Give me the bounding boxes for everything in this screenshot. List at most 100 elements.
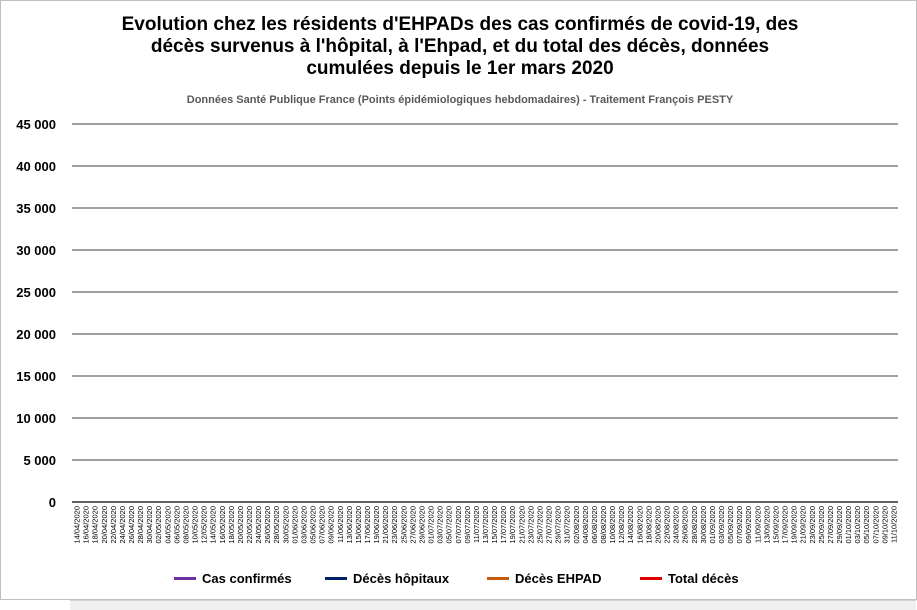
x-tick-label: 11/10/2020 (889, 506, 898, 543)
x-tick-label: 29/07/2020 (554, 506, 563, 544)
y-tick-label: 30 000 (16, 243, 56, 258)
y-tick-label: 45 000 (16, 117, 56, 132)
x-tick-label: 25/07/2020 (535, 506, 544, 544)
x-tick-label: 03/07/2020 (436, 506, 445, 544)
x-tick-label: 10/05/2020 (191, 506, 200, 544)
x-tick-label: 25/06/2020 (399, 506, 408, 544)
x-tick-label: 08/05/2020 (181, 506, 190, 544)
x-tick-label: 25/09/2020 (817, 506, 826, 544)
x-tick-label: 09/07/2020 (463, 506, 472, 544)
x-tick-label: 11/07/2020 (472, 506, 481, 543)
x-tick-label: 13/09/2020 (762, 506, 771, 544)
x-tick-label: 07/09/2020 (735, 506, 744, 544)
x-tick-label: 21/09/2020 (799, 506, 808, 544)
worksheet-bottom-strip (70, 600, 916, 610)
y-tick-label: 25 000 (16, 285, 56, 300)
x-tick-label: 28/08/2020 (690, 506, 699, 544)
x-tick-label: 03/09/2020 (717, 506, 726, 544)
x-tick-label: 09/09/2020 (744, 506, 753, 544)
x-tick-label: 01/06/2020 (290, 506, 299, 544)
x-tick-label: 27/06/2020 (408, 506, 417, 544)
chart-title-line-1: Evolution chez les résidents d'EHPADs de… (121, 14, 799, 35)
x-tick-label: 11/06/2020 (336, 506, 345, 543)
x-tick-label: 20/05/2020 (236, 506, 245, 544)
x-tick-label: 02/05/2020 (154, 506, 163, 544)
x-tick-label: 06/05/2020 (172, 506, 181, 544)
x-tick-label: 10/08/2020 (608, 506, 617, 544)
x-tick-label: 19/07/2020 (508, 506, 517, 544)
x-tick-label: 24/05/2020 (254, 506, 263, 544)
legend-item: Total décès (640, 569, 739, 587)
legend-label: Total décès (668, 570, 739, 586)
legend-item: Décès hôpitaux (325, 569, 449, 587)
x-tick-label: 01/09/2020 (708, 506, 717, 544)
y-tick-label: 40 000 (16, 159, 56, 174)
x-tick-label: 27/07/2020 (545, 506, 554, 544)
x-tick-label: 16/04/2020 (82, 506, 91, 544)
x-tick-label: 18/05/2020 (227, 506, 236, 544)
x-tick-label: 05/10/2020 (862, 506, 871, 544)
x-tick-label: 20/04/2020 (100, 506, 109, 544)
x-tick-label: 18/04/2020 (91, 506, 100, 544)
x-tick-label: 14/08/2020 (626, 506, 635, 544)
x-tick-label: 05/07/2020 (445, 506, 454, 544)
x-tick-label: 11/09/2020 (753, 506, 762, 543)
x-tick-label: 15/07/2020 (490, 506, 499, 544)
x-tick-label: 28/04/2020 (136, 506, 145, 544)
x-tick-label: 30/08/2020 (699, 506, 708, 544)
x-tick-label: 14/05/2020 (209, 506, 218, 544)
x-tick-label: 26/05/2020 (263, 506, 272, 544)
x-tick-label: 15/09/2020 (771, 506, 780, 544)
x-tick-label: 19/06/2020 (372, 506, 381, 544)
x-tick-label: 12/05/2020 (200, 506, 209, 544)
x-tick-label: 22/04/2020 (109, 506, 118, 544)
y-tick-label: 15 000 (16, 369, 56, 384)
x-tick-label: 02/08/2020 (572, 506, 581, 544)
x-tick-label: 21/06/2020 (381, 506, 390, 544)
x-tick-label: 05/06/2020 (309, 506, 318, 544)
y-tick-label: 20 000 (16, 327, 56, 342)
y-tick-label: 0 (49, 495, 56, 510)
x-tick-label: 26/04/2020 (127, 506, 136, 544)
x-tick-label: 22/08/2020 (663, 506, 672, 544)
x-tick-label: 12/08/2020 (617, 506, 626, 544)
x-tick-label: 23/06/2020 (390, 506, 399, 544)
x-tick-label: 03/06/2020 (299, 506, 308, 544)
x-tick-label: 13/07/2020 (481, 506, 490, 544)
x-tick-label: 03/10/2020 (853, 506, 862, 544)
chart-legend: Cas confirmés Décès hôpitaux Décès EHPAD To… (0, 569, 917, 589)
x-tick-label: 07/06/2020 (318, 506, 327, 544)
x-tick-label: 04/05/2020 (163, 506, 172, 544)
y-tick-label: 5 000 (23, 453, 56, 468)
x-tick-label: 09/10/2020 (880, 506, 889, 544)
x-tick-label: 05/09/2020 (726, 506, 735, 544)
x-tick-label: 16/05/2020 (218, 506, 227, 544)
legend-swatch (174, 576, 196, 580)
x-tick-label: 01/10/2020 (844, 506, 853, 544)
legend-swatch (325, 576, 347, 580)
chart-title: Evolution chez les résidents d'EHPADs de… (60, 14, 860, 80)
x-tick-label: 23/07/2020 (526, 506, 535, 544)
x-tick-label: 06/08/2020 (590, 506, 599, 544)
chart-title-line-2: décès survenus à l'hôpital, à l'Ehpad, e… (150, 36, 770, 57)
x-tick-label: 29/06/2020 (417, 506, 426, 544)
x-tick-label: 28/05/2020 (272, 506, 281, 544)
x-tick-label: 01/07/2020 (427, 506, 436, 544)
x-tick-label: 26/08/2020 (681, 506, 690, 544)
x-tick-label: 17/06/2020 (363, 506, 372, 544)
legend-item: Décès EHPAD (487, 569, 601, 587)
x-tick-label: 08/08/2020 (599, 506, 608, 544)
x-tick-label: 27/09/2020 (826, 506, 835, 544)
y-tick-label: 10 000 (16, 411, 56, 426)
y-tick-label: 35 000 (16, 201, 56, 216)
x-tick-label: 20/08/2020 (653, 506, 662, 544)
x-tick-label: 15/06/2020 (354, 506, 363, 544)
legend-label: Décès hôpitaux (353, 570, 450, 586)
x-tick-label: 16/08/2020 (635, 506, 644, 544)
x-tick-label: 30/05/2020 (281, 506, 290, 544)
x-tick-label: 07/07/2020 (454, 506, 463, 544)
x-tick-label: 14/04/2020 (73, 506, 82, 544)
x-tick-label: 18/08/2020 (644, 506, 653, 544)
x-tick-label: 31/07/2020 (563, 506, 572, 544)
